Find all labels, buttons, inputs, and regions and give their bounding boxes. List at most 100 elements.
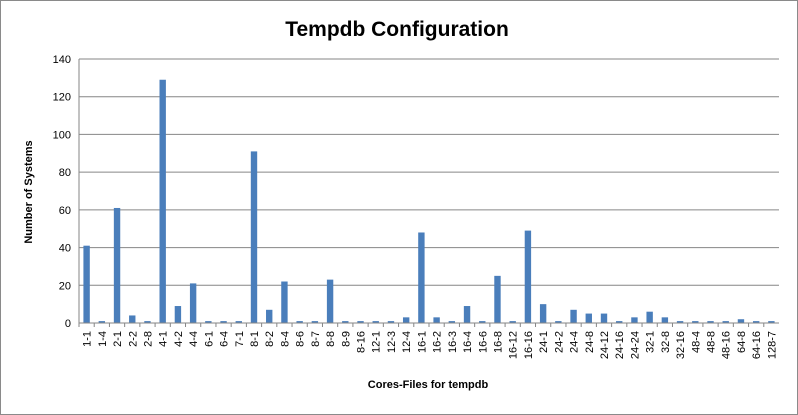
bar-8-9 xyxy=(342,321,349,323)
x-tick-label: 48-4 xyxy=(690,331,702,353)
x-tick-label: 2-8 xyxy=(142,331,154,347)
x-tick-label: 7-1 xyxy=(234,331,246,347)
gridlines xyxy=(79,58,779,286)
x-tick-label: 4-1 xyxy=(158,331,170,347)
x-tick-label: 2-1 xyxy=(112,331,124,347)
x-tick-label: 8-8 xyxy=(325,331,337,347)
bar-16-2 xyxy=(433,317,440,323)
y-tick-label: 40 xyxy=(59,243,71,255)
x-tick-label: 24-12 xyxy=(599,331,611,359)
x-tick-label: 1-4 xyxy=(97,331,109,347)
bar-24-12 xyxy=(600,313,608,323)
bar-4-4 xyxy=(189,283,197,323)
bar-16-1 xyxy=(418,232,425,323)
bar-24-8 xyxy=(585,313,592,323)
y-tick-label: 0 xyxy=(65,318,71,330)
bar-16-8 xyxy=(494,275,501,323)
axes xyxy=(78,59,779,327)
x-tick-label: 24-16 xyxy=(614,331,626,359)
bar-8-8 xyxy=(326,279,334,323)
y-tick-label: 120 xyxy=(53,92,71,104)
bar-64-16 xyxy=(752,321,760,323)
bar-6-1 xyxy=(205,321,212,323)
x-tick-label: 8-7 xyxy=(310,331,322,347)
x-tick-label: 8-4 xyxy=(279,331,291,347)
x-tick-label: 8-2 xyxy=(264,331,276,347)
x-tick-label: 24-24 xyxy=(629,331,641,359)
bar-12-1 xyxy=(372,321,379,323)
bar-8-4 xyxy=(281,281,288,323)
bar-8-7 xyxy=(311,321,319,323)
bar-8-16 xyxy=(357,321,364,323)
y-tick-labels: 0 20 40 60 80 100 120 140 xyxy=(53,54,71,330)
bar-32-8 xyxy=(661,317,669,323)
bar-24-24 xyxy=(631,317,638,323)
bar-6-4 xyxy=(220,321,227,323)
bar-24-16 xyxy=(616,321,623,323)
x-tick-label: 64-8 xyxy=(736,331,748,353)
x-tick-label: 16-1 xyxy=(416,331,428,353)
bar-24-4 xyxy=(570,309,577,323)
bar-12-4 xyxy=(402,317,410,323)
x-tick-labels: 1-1 1-4 2-1 2-2 2-8 4-1 4-2 4-4 6-1 6-4 7-1 8-1 8-2 8… xyxy=(82,331,779,359)
x-tick-label: 16-12 xyxy=(508,331,520,359)
bar-4-1 xyxy=(159,79,166,323)
bar-1-1 xyxy=(83,245,90,323)
bar-8-1 xyxy=(250,151,258,323)
x-tick-label: 16-8 xyxy=(492,331,504,353)
y-tick-label: 100 xyxy=(53,129,71,141)
bar-16-4 xyxy=(463,306,471,323)
bar-8-2 xyxy=(266,309,273,323)
bar-16-6 xyxy=(479,321,486,323)
chart-title: Tempdb Configuration xyxy=(285,18,509,41)
bar-16-12 xyxy=(509,321,516,323)
bar-48-8 xyxy=(707,321,714,323)
y-tick-label: 60 xyxy=(59,205,71,217)
x-tick-label: 16-2 xyxy=(432,331,444,353)
bars xyxy=(83,79,775,323)
bar-2-8 xyxy=(144,321,151,323)
x-tick-label: 32-8 xyxy=(660,331,672,353)
x-tick-label: 4-4 xyxy=(188,331,200,347)
x-tick-label: 12-3 xyxy=(386,331,398,353)
x-tick-label: 8-9 xyxy=(340,331,352,347)
x-tick-label: 6-1 xyxy=(203,331,215,347)
bar-24-1 xyxy=(539,304,547,323)
bar-64-8 xyxy=(737,319,745,323)
x-tick-label: 8-6 xyxy=(295,331,307,347)
y-tick-label: 20 xyxy=(59,280,71,292)
bar-8-6 xyxy=(296,321,303,323)
x-tick-label: 32-1 xyxy=(645,331,657,353)
bar-128-7 xyxy=(768,321,775,323)
x-tick-label: 24-4 xyxy=(569,331,581,353)
bar-32-1 xyxy=(646,311,653,323)
bar-48-4 xyxy=(692,321,699,323)
x-tick-label: 2-2 xyxy=(127,331,139,347)
x-tick-label: 24-2 xyxy=(553,331,565,353)
x-tick-label: 6-4 xyxy=(219,331,231,347)
bar-4-2 xyxy=(174,306,182,323)
x-tick-label: 8-1 xyxy=(249,331,261,347)
x-tick-label: 12-1 xyxy=(371,331,383,353)
bar-24-2 xyxy=(555,321,562,323)
x-tick-label: 16-4 xyxy=(462,331,474,353)
x-tick-label: 16-6 xyxy=(477,331,489,353)
x-tick-label: 48-16 xyxy=(721,331,733,359)
y-axis-title: Number of Systems xyxy=(23,140,35,243)
x-tick-label: 1-1 xyxy=(82,331,94,347)
x-tick-label: 24-1 xyxy=(538,331,550,353)
y-tick-label: 80 xyxy=(59,167,71,179)
x-tick-label: 24-8 xyxy=(584,331,596,353)
bar-16-16 xyxy=(524,230,532,323)
x-tick-label: 16-16 xyxy=(523,331,535,359)
bar-2-1 xyxy=(113,207,121,323)
bar-48-16 xyxy=(722,321,729,323)
x-tick-label: 4-2 xyxy=(173,331,185,347)
bar-12-3 xyxy=(387,321,395,323)
x-tick-label: 8-16 xyxy=(356,331,368,353)
y-tick-label: 140 xyxy=(53,54,71,66)
bar-2-2 xyxy=(129,315,136,323)
x-tick-label: 32-16 xyxy=(675,331,687,359)
